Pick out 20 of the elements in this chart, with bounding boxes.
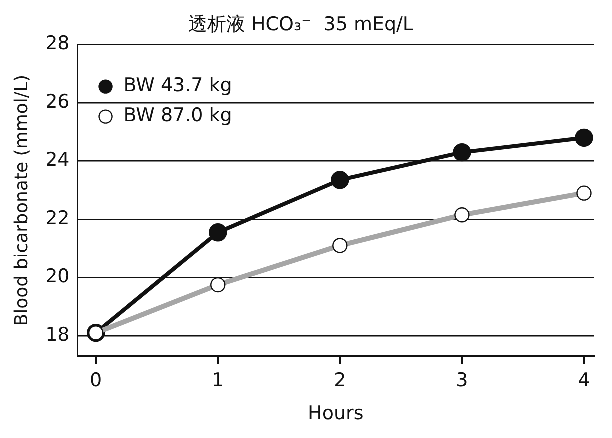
x-tick-label: 1 <box>212 370 224 392</box>
y-axis-title: Blood bicarbonate (mmol/L) <box>11 74 32 326</box>
chart-title: 透析液 HCO₃⁻ 35 mEq/L <box>188 13 414 36</box>
x-tick-label: 2 <box>334 370 346 392</box>
point <box>209 224 228 242</box>
y-tick-label: 26 <box>46 90 70 113</box>
point <box>575 128 594 148</box>
x-tick-label: 0 <box>90 370 102 392</box>
y-tick-label: 18 <box>46 324 70 346</box>
y-tick-label: 22 <box>46 207 70 230</box>
y-tick-label: 20 <box>46 266 70 288</box>
point <box>331 171 350 190</box>
y-tick-label: 24 <box>46 149 70 172</box>
x-axis-title: Hours <box>308 402 364 425</box>
legend-label: BW 43.7 kg <box>124 74 232 97</box>
y-tick-label: 28 <box>46 32 70 55</box>
point <box>453 143 472 162</box>
legend-label: BW 87.0 kg <box>124 104 232 127</box>
x-tick-label: 3 <box>456 370 468 392</box>
x-tick-label: 4 <box>578 370 590 392</box>
